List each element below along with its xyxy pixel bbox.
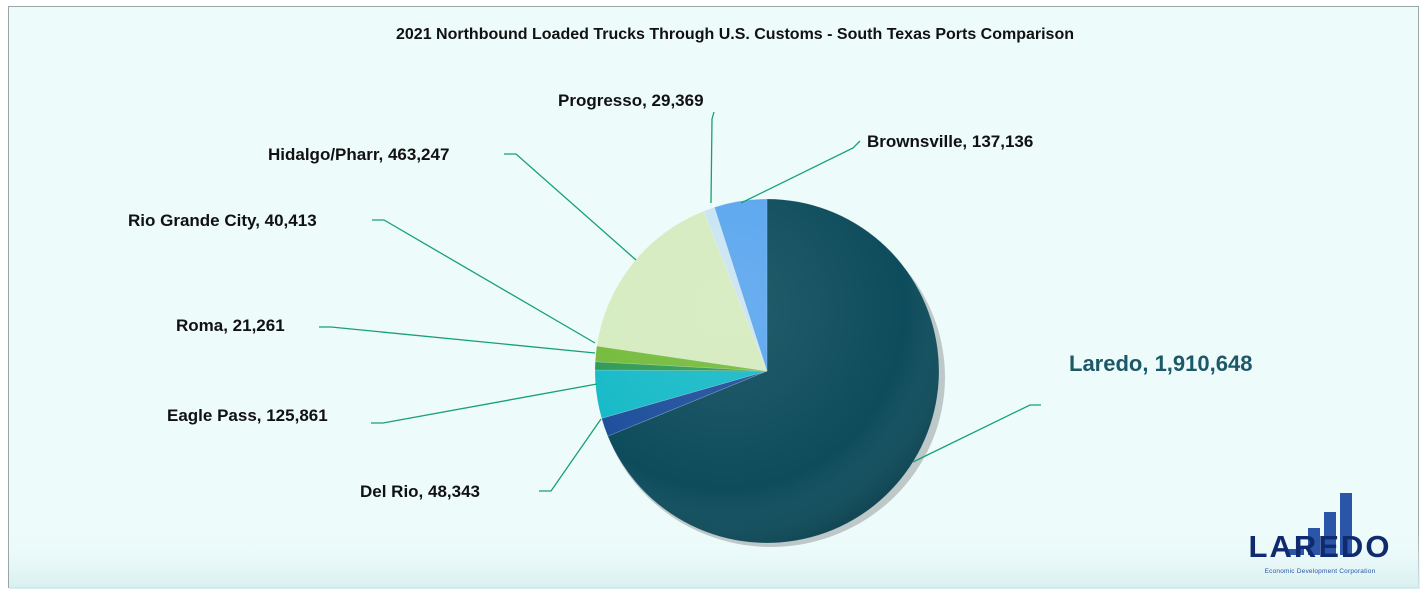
leader-line-del-rio bbox=[539, 418, 602, 492]
slice-label-eagle-pass: Eagle Pass, 125,861 bbox=[167, 406, 328, 425]
pie-slices bbox=[594, 198, 940, 544]
slice-label-laredo: Laredo, 1,910,648 bbox=[1069, 351, 1252, 376]
chart-frame: 2021 Northbound Loaded Trucks Through U.… bbox=[8, 6, 1420, 589]
slice-label-rio-grande-city: Rio Grande City, 40,413 bbox=[128, 211, 317, 230]
leader-line-hidalgo bbox=[504, 153, 637, 261]
leader-lines bbox=[319, 111, 1041, 492]
slice-label-roma: Roma, 21,261 bbox=[176, 316, 285, 335]
logo-wordmark: LAREDO bbox=[1249, 529, 1392, 564]
slice-label-hidalgo-pharr: Hidalgo/Pharr, 463,247 bbox=[268, 145, 449, 164]
logo-tagline: Economic Development Corporation bbox=[1265, 568, 1376, 575]
slice-label-brownsville: Brownsville, 137,136 bbox=[867, 132, 1033, 151]
chart-title: 2021 Northbound Loaded Trucks Through U.… bbox=[396, 26, 1074, 43]
leader-line-progresso bbox=[710, 111, 715, 204]
leader-line-eagle-pass bbox=[371, 383, 598, 424]
slice-label-del-rio: Del Rio, 48,343 bbox=[360, 482, 480, 501]
leader-line-brownsville bbox=[740, 140, 861, 204]
pie-chart: 2021 Northbound Loaded Trucks Through U.… bbox=[9, 26, 1420, 589]
leader-line-rio-grande bbox=[372, 219, 596, 344]
leader-line-roma bbox=[319, 326, 596, 354]
slice-label-progresso: Progresso, 29,369 bbox=[558, 91, 704, 110]
laredo-logo: LAREDO Economic Development Corporation bbox=[1249, 493, 1392, 575]
bar-chart-icon bbox=[1288, 493, 1352, 555]
leader-line-laredo bbox=[912, 404, 1041, 463]
